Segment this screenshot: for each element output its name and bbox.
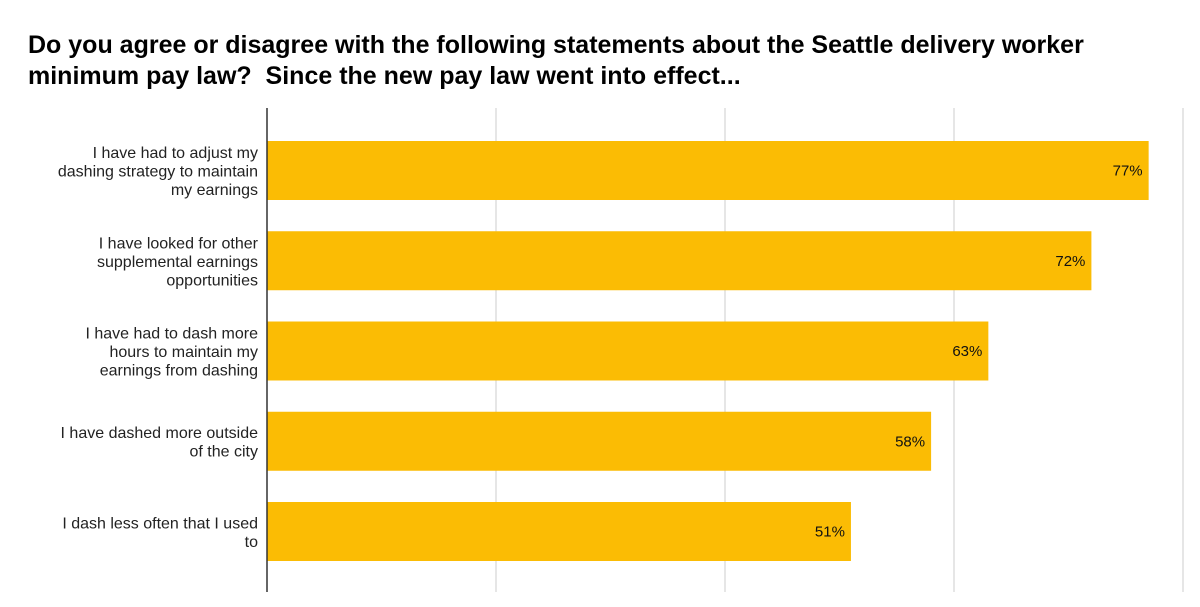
chart-title-line-1: Do you agree or disagree with the follow… [28,31,1084,59]
chart-title: Do you agree or disagree with the follow… [28,30,1188,92]
value-label-5: 51% [815,524,845,541]
category-label-1-line-3: my earnings [171,182,258,199]
category-label-1: I have had to adjust my dashing strategy … [58,145,258,199]
category-label-5-line-2: to [245,534,258,551]
category-label-3-line-3: earnings from dashing [100,363,258,380]
category-label-4-line-1: I have dashed more outside [61,425,259,442]
category-label-1-line-2: dashing strategy to maintain [58,164,258,181]
category-label-3: I have had to dash more hours to maintain… [85,326,258,380]
category-label-2-line-3: opportunities [166,272,258,289]
bar-2 [267,231,1092,291]
bar-4 [267,411,932,471]
value-label-1: 77% [1113,163,1143,180]
category-label-2: I have looked for other supplemental earn… [97,235,259,289]
category-label-1-line-1: I have had to adjust my [93,145,258,162]
value-label-4: 58% [895,433,925,450]
category-label-4-line-2: of the city [190,444,258,461]
category-label-4: I have dashed more outside of the city [61,425,259,461]
category-label-5: I dash less often that I used to [62,515,258,551]
value-label-2: 72% [1055,253,1085,270]
category-label-2-line-2: supplemental earnings [97,254,258,271]
category-label-5-line-1: I dash less often that I used [62,515,258,532]
bar-5 [267,502,851,561]
category-label-3-line-1: I have had to dash more [85,326,258,343]
value-label-3: 63% [952,343,982,360]
bar-3 [267,321,989,381]
bar-1 [267,141,1149,200]
category-label-3-line-2: hours to maintain my [109,344,258,361]
category-label-2-line-1: I have looked for other [99,235,259,252]
chart-title-line-2: minimum pay law? Since the new pay law w… [28,62,741,90]
